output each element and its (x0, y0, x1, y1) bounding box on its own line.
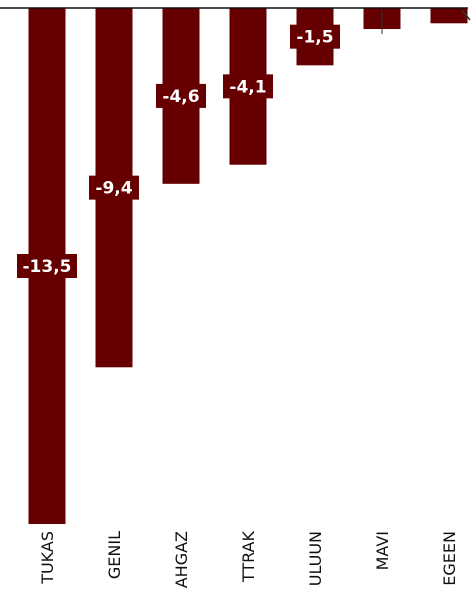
x-tick-ttrak: TTRAK (239, 530, 258, 583)
x-tick-mavi: MAVI (373, 531, 392, 570)
corner-mark (461, 9, 471, 21)
x-tick-tukas: TUKAS (38, 531, 57, 585)
data-label-ahgaz: -4,6 (162, 87, 199, 107)
bar-egeen (430, 8, 468, 24)
x-tick-egeen: EGEEN (440, 531, 459, 586)
x-tick-labels-group: TUKAS GENIL AHGAZ TTRAK ULUUN MAVI EGEEN (38, 530, 459, 588)
data-labels-group: -13,5 -9,4 -4,6 -4,1 -1,5 (17, 24, 340, 278)
x-tick-uluun: ULUUN (306, 531, 325, 586)
data-label-bg (290, 24, 340, 49)
data-label-ttrak: -4,1 (229, 77, 266, 97)
data-label-bg (156, 83, 206, 108)
data-label-genil: -9,4 (95, 179, 132, 199)
data-label-uluun: -1,5 (296, 28, 333, 48)
x-tick-genil: GENIL (105, 531, 124, 579)
x-tick-ahgaz: AHGAZ (172, 531, 191, 588)
data-label-tukas: -13,5 (23, 257, 72, 277)
data-label-bg (17, 254, 77, 278)
data-label-bg (223, 74, 273, 99)
data-label-bg (89, 175, 139, 200)
